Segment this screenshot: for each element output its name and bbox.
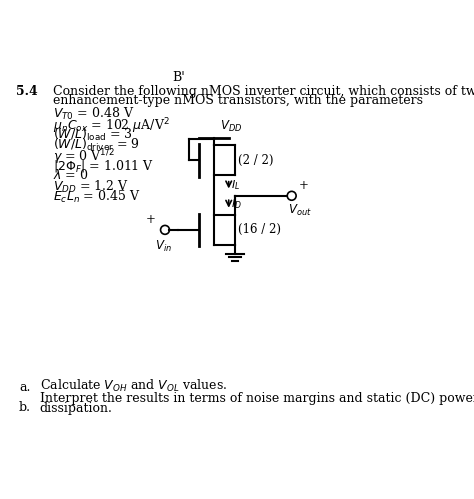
Text: $V_{in}$: $V_{in}$ — [155, 239, 172, 254]
Text: Consider the following nMOS inverter circuit, which consists of two: Consider the following nMOS inverter cir… — [53, 85, 474, 98]
Text: B': B' — [172, 71, 185, 84]
Text: dissipation.: dissipation. — [40, 402, 113, 415]
Text: $(W/L)_{\mathrm{load}}$ = 3: $(W/L)_{\mathrm{load}}$ = 3 — [53, 127, 133, 143]
Text: b.: b. — [19, 401, 31, 414]
Text: $I_D$: $I_D$ — [231, 197, 242, 211]
Text: $\gamma$ = 0 V$^{1/2}$: $\gamma$ = 0 V$^{1/2}$ — [53, 148, 115, 167]
Text: Interpret the results in terms of noise margins and static (DC) power: Interpret the results in terms of noise … — [40, 392, 474, 405]
Text: $\mu_n C_{ox}$ = 102 $\mu$A/V$^2$: $\mu_n C_{ox}$ = 102 $\mu$A/V$^2$ — [53, 117, 170, 136]
Text: a.: a. — [19, 381, 30, 394]
Text: $V_{DD}$: $V_{DD}$ — [220, 119, 242, 134]
Text: $|2\Phi_F|$ = 1.011 V: $|2\Phi_F|$ = 1.011 V — [53, 158, 154, 174]
Text: $(W/L)_{\mathrm{driver}}$ = 9: $(W/L)_{\mathrm{driver}}$ = 9 — [53, 137, 140, 153]
Text: +: + — [299, 179, 309, 192]
Text: $V_{T0}$ = 0.48 V: $V_{T0}$ = 0.48 V — [53, 106, 135, 122]
Text: Calculate $V_{OH}$ and $V_{OL}$ values.: Calculate $V_{OH}$ and $V_{OL}$ values. — [40, 377, 228, 394]
Text: $V_{out}$: $V_{out}$ — [288, 203, 312, 218]
Text: $\lambda$ = 0: $\lambda$ = 0 — [53, 168, 89, 183]
Text: $V_{DD}$ = 1.2 V: $V_{DD}$ = 1.2 V — [53, 179, 128, 195]
Text: (16 / 2): (16 / 2) — [237, 224, 281, 237]
Text: (2 / 2): (2 / 2) — [237, 154, 273, 167]
Text: $E_c L_n$ = 0.45 V: $E_c L_n$ = 0.45 V — [53, 189, 140, 205]
Text: $I_L$: $I_L$ — [231, 178, 240, 192]
Text: enhancement-type nMOS transistors, with the parameters: enhancement-type nMOS transistors, with … — [53, 94, 423, 107]
Text: 5.4: 5.4 — [16, 85, 38, 98]
Text: +: + — [146, 213, 156, 226]
